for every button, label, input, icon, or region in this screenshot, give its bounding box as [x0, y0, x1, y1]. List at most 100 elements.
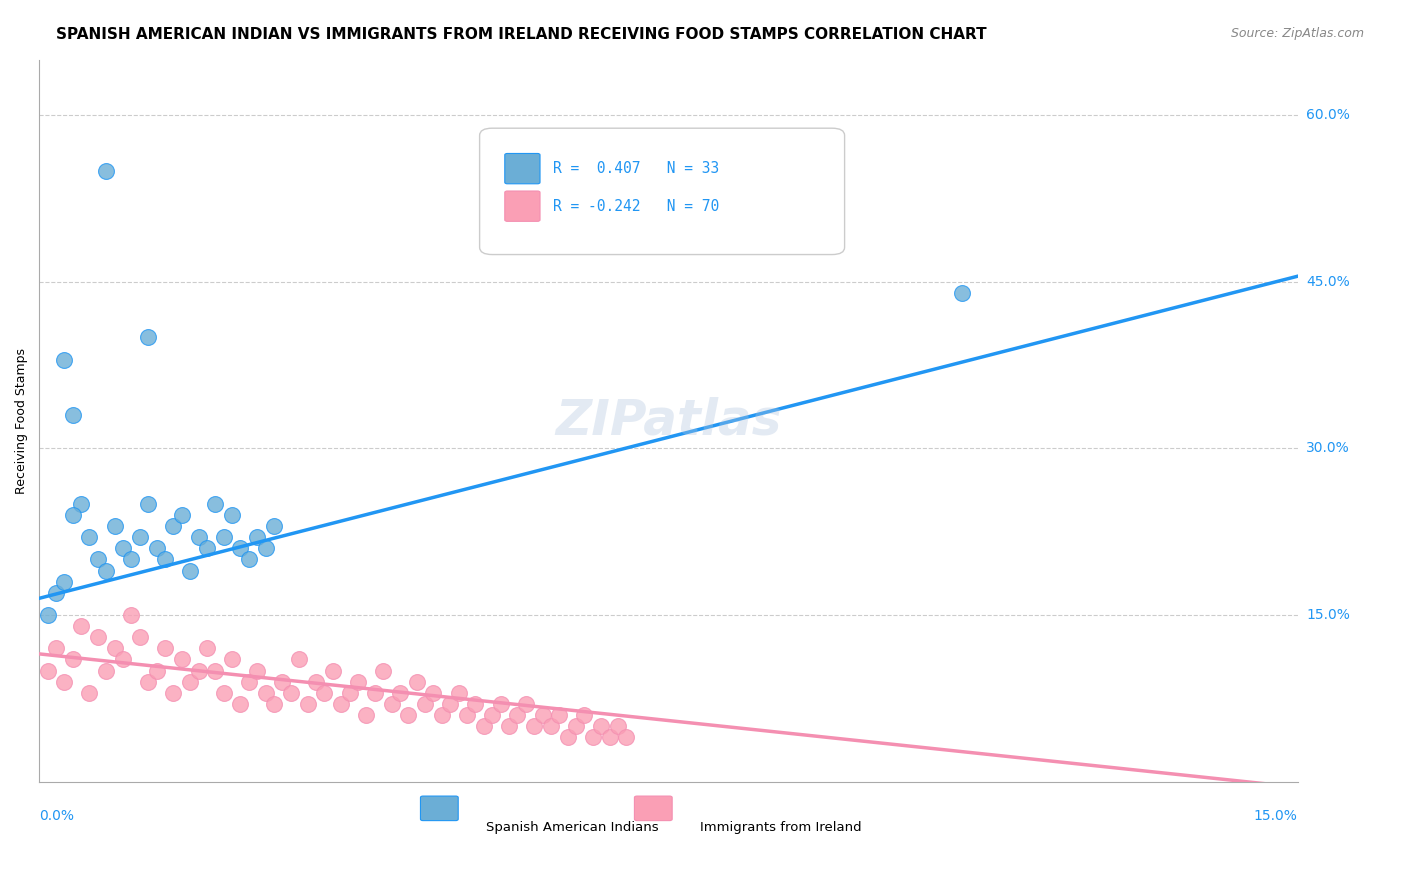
- Point: [136, 497, 159, 511]
- Point: [204, 497, 226, 511]
- Point: [339, 686, 361, 700]
- Point: [96, 664, 118, 678]
- Point: [187, 530, 209, 544]
- Text: 0.0%: 0.0%: [39, 809, 75, 823]
- Point: [388, 686, 411, 700]
- Point: [523, 719, 546, 733]
- Point: [62, 508, 84, 522]
- Point: [221, 508, 243, 522]
- Point: [204, 664, 226, 678]
- Point: [297, 697, 319, 711]
- Point: [430, 708, 453, 723]
- Point: [506, 708, 529, 723]
- Point: [87, 552, 110, 566]
- Text: 15.0%: 15.0%: [1254, 809, 1298, 823]
- Point: [170, 508, 193, 522]
- Text: SPANISH AMERICAN INDIAN VS IMMIGRANTS FROM IRELAND RECEIVING FOOD STAMPS CORRELA: SPANISH AMERICAN INDIAN VS IMMIGRANTS FR…: [56, 27, 987, 42]
- Point: [212, 686, 235, 700]
- Point: [229, 541, 252, 556]
- Point: [195, 541, 218, 556]
- Point: [607, 719, 630, 733]
- Point: [221, 652, 243, 666]
- Point: [120, 607, 142, 622]
- Point: [111, 541, 134, 556]
- Point: [79, 686, 101, 700]
- Point: [472, 719, 495, 733]
- Point: [356, 708, 378, 723]
- Point: [280, 686, 302, 700]
- Point: [246, 530, 269, 544]
- Point: [195, 641, 218, 656]
- Point: [531, 708, 554, 723]
- Point: [263, 697, 285, 711]
- Point: [305, 674, 328, 689]
- Point: [439, 697, 461, 711]
- Point: [70, 497, 93, 511]
- Point: [314, 686, 336, 700]
- Point: [45, 641, 67, 656]
- Point: [111, 652, 134, 666]
- Point: [371, 664, 394, 678]
- Point: [136, 330, 159, 344]
- Text: Immigrants from Ireland: Immigrants from Ireland: [700, 822, 862, 834]
- Point: [70, 619, 93, 633]
- Point: [347, 674, 370, 689]
- Point: [53, 352, 76, 367]
- Point: [212, 530, 235, 544]
- Point: [464, 697, 486, 711]
- Point: [128, 630, 150, 644]
- Point: [380, 697, 402, 711]
- Point: [162, 686, 184, 700]
- Point: [481, 708, 503, 723]
- Point: [582, 730, 605, 744]
- Point: [413, 697, 436, 711]
- Point: [263, 519, 285, 533]
- Point: [187, 664, 209, 678]
- Text: ZIPatlas: ZIPatlas: [555, 397, 782, 444]
- Point: [405, 674, 427, 689]
- Point: [238, 674, 260, 689]
- FancyBboxPatch shape: [505, 153, 540, 184]
- Point: [45, 586, 67, 600]
- Point: [574, 708, 596, 723]
- Point: [62, 652, 84, 666]
- Point: [53, 674, 76, 689]
- Point: [145, 664, 167, 678]
- Point: [498, 719, 520, 733]
- Point: [489, 697, 512, 711]
- Point: [599, 730, 621, 744]
- Text: Source: ZipAtlas.com: Source: ZipAtlas.com: [1230, 27, 1364, 40]
- Point: [153, 641, 176, 656]
- FancyBboxPatch shape: [479, 128, 845, 254]
- Point: [447, 686, 470, 700]
- Point: [62, 408, 84, 422]
- Point: [104, 641, 127, 656]
- Point: [515, 697, 537, 711]
- Point: [246, 664, 269, 678]
- Point: [565, 719, 588, 733]
- Point: [145, 541, 167, 556]
- Y-axis label: Receiving Food Stamps: Receiving Food Stamps: [15, 348, 28, 493]
- Point: [254, 686, 277, 700]
- Point: [288, 652, 311, 666]
- Point: [548, 708, 571, 723]
- Point: [396, 708, 419, 723]
- Point: [37, 664, 59, 678]
- Point: [330, 697, 353, 711]
- Point: [170, 652, 193, 666]
- Point: [322, 664, 344, 678]
- Point: [128, 530, 150, 544]
- Point: [104, 519, 127, 533]
- Point: [456, 708, 478, 723]
- Text: 45.0%: 45.0%: [1306, 275, 1350, 289]
- Point: [179, 674, 201, 689]
- Point: [37, 607, 59, 622]
- Point: [120, 552, 142, 566]
- Point: [87, 630, 110, 644]
- Point: [96, 564, 118, 578]
- Point: [271, 674, 294, 689]
- Point: [364, 686, 387, 700]
- Text: 15.0%: 15.0%: [1306, 608, 1350, 622]
- Point: [162, 519, 184, 533]
- Point: [238, 552, 260, 566]
